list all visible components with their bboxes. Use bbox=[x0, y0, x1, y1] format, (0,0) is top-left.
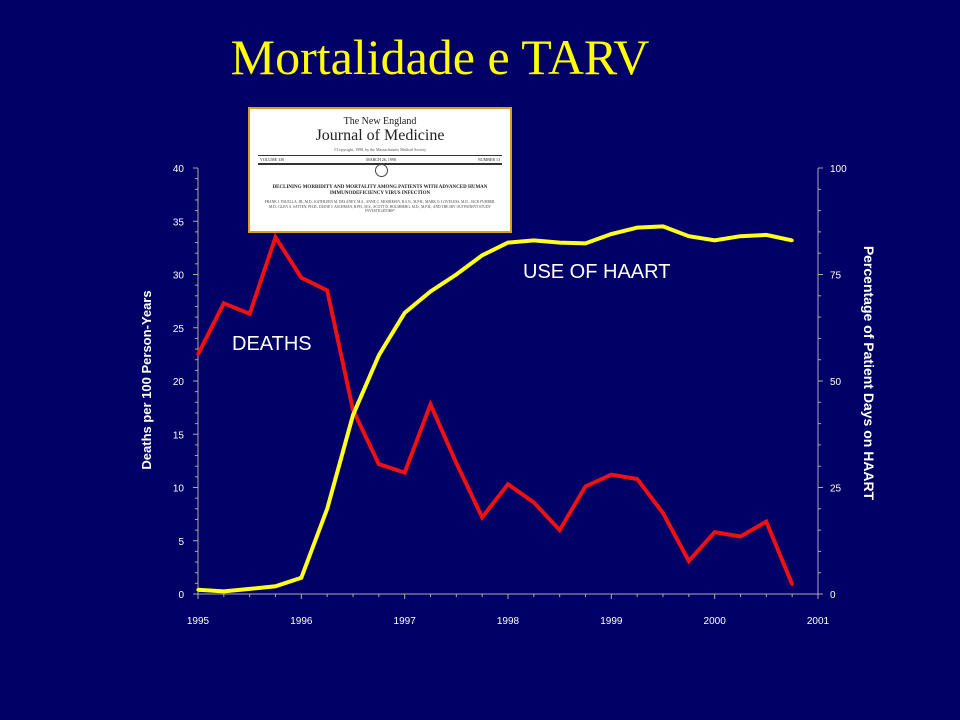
deaths-point bbox=[583, 484, 588, 489]
haart-point bbox=[454, 272, 458, 277]
deaths-point bbox=[738, 534, 743, 539]
journal-volume: VOLUME 338 bbox=[260, 157, 285, 162]
y-tick-label: 30 bbox=[173, 271, 185, 282]
deaths-point bbox=[273, 235, 278, 239]
x-tick-label: 1997 bbox=[394, 616, 417, 627]
haart-point bbox=[325, 507, 329, 511]
y-tick-label: 10 bbox=[173, 484, 185, 495]
y2-tick-label: 0 bbox=[830, 590, 836, 601]
haart-point bbox=[609, 232, 613, 236]
deaths-point bbox=[325, 288, 329, 293]
deaths-point bbox=[428, 402, 433, 407]
deaths-series-label: DEATHS bbox=[232, 333, 312, 355]
haart-point bbox=[661, 224, 665, 228]
y2-tick-label: 50 bbox=[830, 377, 842, 388]
haart-point bbox=[635, 226, 639, 230]
journal-masthead-line1: The New England bbox=[343, 116, 417, 127]
deaths-point bbox=[480, 515, 484, 519]
deaths-point bbox=[532, 500, 536, 505]
haart-series-label: USE OF HAART bbox=[523, 261, 670, 283]
y-tick-label: 15 bbox=[173, 430, 185, 441]
x-tick-label: 1995 bbox=[187, 616, 210, 627]
y-tick-label: 35 bbox=[173, 217, 185, 228]
journal-date: MARCH 26, 1998 bbox=[366, 157, 396, 162]
haart-point bbox=[532, 238, 536, 243]
deaths-line bbox=[196, 232, 795, 586]
chart-lines bbox=[196, 224, 795, 594]
haart-point bbox=[558, 240, 562, 245]
haart-point bbox=[480, 253, 484, 257]
slide-title: Mortalidade e TARV bbox=[230, 29, 650, 85]
y-tick-label: 40 bbox=[173, 164, 185, 175]
haart-point bbox=[738, 234, 743, 238]
haart-point bbox=[687, 234, 691, 238]
haart-point bbox=[790, 238, 794, 243]
deaths-point bbox=[377, 462, 381, 466]
x-tick-label: 1999 bbox=[600, 616, 623, 627]
deaths-point bbox=[558, 528, 562, 532]
deaths-point bbox=[196, 352, 200, 356]
y2-axis-label: Percentage of Patient Days on HAART bbox=[861, 246, 877, 501]
chart-axes: 0 5 10 15 20 25 30 35 40 0 25 50 75 100 1995 1996 1997 19… bbox=[173, 164, 847, 627]
haart-point bbox=[583, 241, 588, 246]
journal-authors: FRANK J. PALELLA, JR., M.D., KATHLEEN M.… bbox=[264, 200, 496, 213]
haart-point bbox=[196, 588, 200, 592]
deaths-point bbox=[661, 511, 665, 515]
haart-point bbox=[222, 589, 226, 594]
deaths-point bbox=[403, 470, 407, 475]
haart-point bbox=[273, 584, 278, 588]
haart-point bbox=[377, 353, 381, 358]
deaths-point bbox=[506, 482, 510, 486]
haart-point bbox=[764, 233, 768, 237]
haart-point bbox=[248, 587, 252, 591]
haart-line bbox=[197, 224, 793, 594]
journal-rule bbox=[258, 155, 502, 156]
deaths-point bbox=[635, 477, 639, 481]
haart-point bbox=[713, 238, 717, 243]
y2-tick-label: 75 bbox=[830, 271, 842, 282]
deaths-point bbox=[687, 559, 691, 563]
deaths-point bbox=[454, 461, 458, 465]
journal-article-title: DECLINING MORBIDITY AND MORTALITY AMONG … bbox=[272, 185, 488, 196]
haart-point bbox=[403, 311, 407, 315]
y-tick-label: 20 bbox=[173, 377, 185, 388]
journal-meta: VOLUME 338 MARCH 26, 1998 NUMBER 13 bbox=[260, 157, 500, 162]
journal-seal-icon bbox=[375, 164, 388, 177]
deaths-point bbox=[790, 582, 794, 587]
deaths-point bbox=[764, 519, 768, 524]
journal-clipping: The New England Journal of Medicine ©Cop… bbox=[248, 107, 512, 233]
y-tick-label: 5 bbox=[178, 537, 184, 548]
x-tick-label: 1998 bbox=[497, 616, 520, 627]
deaths-point bbox=[609, 473, 613, 477]
haart-point bbox=[428, 289, 433, 294]
y2-tick-label: 25 bbox=[830, 484, 842, 495]
deaths-point bbox=[713, 530, 717, 534]
journal-copyright: ©Copyright, 1998, by the Massachusetts M… bbox=[333, 147, 427, 152]
haart-point bbox=[351, 413, 355, 417]
haart-point bbox=[299, 576, 303, 580]
x-tick-label: 2000 bbox=[704, 616, 727, 627]
y-tick-label: 25 bbox=[173, 324, 185, 335]
deaths-point bbox=[222, 301, 226, 305]
journal-masthead-line2: Journal of Medicine bbox=[315, 127, 445, 144]
deaths-point bbox=[299, 276, 303, 280]
y2-tick-label: 100 bbox=[830, 164, 847, 175]
y-tick-label: 0 bbox=[178, 590, 184, 601]
haart-point bbox=[506, 240, 510, 245]
x-tick-label: 2001 bbox=[807, 616, 830, 627]
y-axis-label: Deaths per 100 Person-Years bbox=[139, 290, 154, 469]
journal-number: NUMBER 13 bbox=[477, 157, 500, 162]
deaths-point bbox=[248, 312, 252, 316]
x-tick-label: 1996 bbox=[290, 616, 313, 627]
